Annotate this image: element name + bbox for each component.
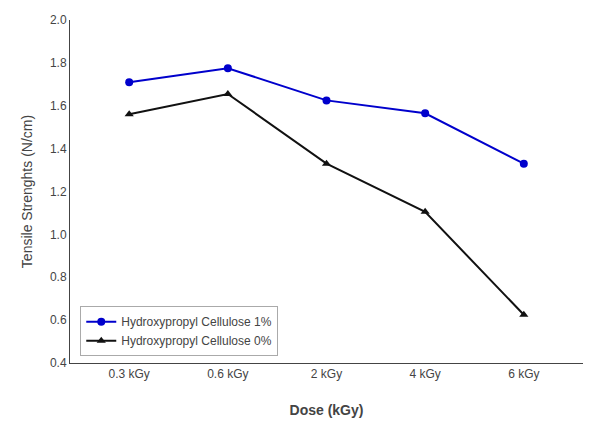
svg-text:0.8: 0.8: [50, 270, 67, 284]
svg-text:0.3 kGy: 0.3 kGy: [109, 367, 150, 381]
svg-text:1.2: 1.2: [50, 185, 67, 199]
svg-text:1.8: 1.8: [50, 56, 67, 70]
svg-text:Dose (kGy): Dose (kGy): [290, 402, 364, 418]
svg-text:1.6: 1.6: [50, 99, 67, 113]
svg-text:Hydroxypropyl Cellulose 0%: Hydroxypropyl Cellulose 0%: [121, 334, 271, 348]
svg-text:6 kGy: 6 kGy: [508, 367, 539, 381]
svg-text:Hydroxypropyl Cellulose 1%: Hydroxypropyl Cellulose 1%: [121, 315, 271, 329]
svg-text:0.6: 0.6: [50, 313, 67, 327]
svg-text:4 kGy: 4 kGy: [409, 367, 440, 381]
svg-text:Tensile Strenghts (N/cm): Tensile Strenghts (N/cm): [19, 115, 35, 268]
svg-text:2.0: 2.0: [50, 13, 67, 27]
svg-text:0.6 kGy: 0.6 kGy: [207, 367, 248, 381]
svg-text:1.0: 1.0: [50, 228, 67, 242]
svg-text:0.4: 0.4: [50, 356, 67, 370]
svg-text:1.4: 1.4: [50, 142, 67, 156]
svg-text:2 kGy: 2 kGy: [311, 367, 342, 381]
